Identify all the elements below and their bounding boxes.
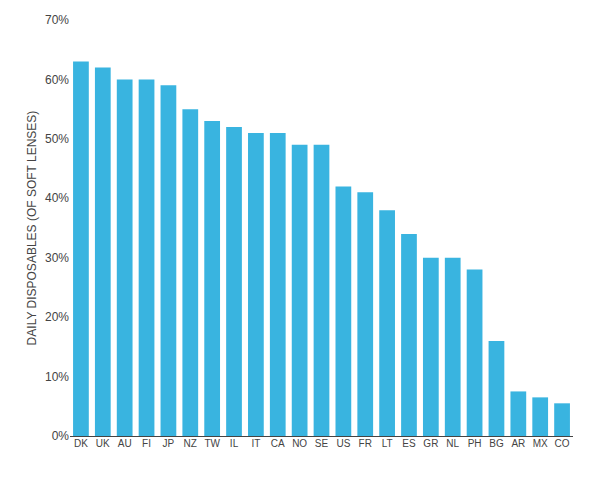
svg-text:CA: CA — [271, 438, 285, 449]
svg-text:NL: NL — [446, 438, 459, 449]
svg-text:30%: 30% — [45, 251, 69, 265]
svg-text:50%: 50% — [45, 132, 69, 146]
svg-text:IT: IT — [251, 438, 260, 449]
svg-text:SE: SE — [315, 438, 329, 449]
svg-text:DK: DK — [74, 438, 88, 449]
svg-text:FI: FI — [142, 438, 151, 449]
svg-text:IL: IL — [230, 438, 239, 449]
svg-text:LT: LT — [382, 438, 393, 449]
svg-text:GR: GR — [423, 438, 438, 449]
svg-text:0%: 0% — [52, 429, 70, 443]
svg-text:FR: FR — [359, 438, 372, 449]
svg-text:ES: ES — [402, 438, 416, 449]
svg-text:UK: UK — [96, 438, 110, 449]
svg-text:NO: NO — [292, 438, 307, 449]
svg-text:AU: AU — [118, 438, 132, 449]
svg-text:40%: 40% — [45, 191, 69, 205]
svg-text:PH: PH — [468, 438, 482, 449]
svg-text:70%: 70% — [45, 13, 69, 27]
svg-text:AR: AR — [511, 438, 525, 449]
svg-text:CO: CO — [555, 438, 570, 449]
svg-text:BG: BG — [489, 438, 504, 449]
svg-text:JP: JP — [163, 438, 175, 449]
svg-text:MX: MX — [533, 438, 548, 449]
svg-text:10%: 10% — [45, 370, 69, 384]
svg-text:60%: 60% — [45, 73, 69, 87]
svg-text:TW: TW — [204, 438, 220, 449]
svg-text:DAILY DISPOSABLES (OF SOFT LEN: DAILY DISPOSABLES (OF SOFT LENSES) — [25, 111, 39, 346]
svg-text:NZ: NZ — [184, 438, 197, 449]
svg-text:US: US — [336, 438, 350, 449]
svg-text:20%: 20% — [45, 310, 69, 324]
